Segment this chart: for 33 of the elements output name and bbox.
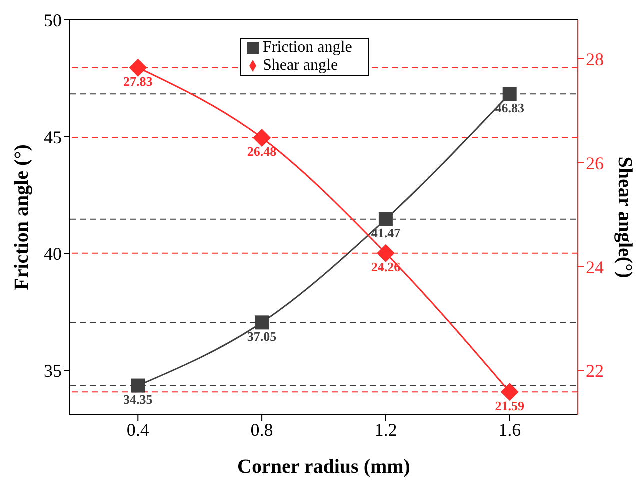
data-label: 21.59	[495, 398, 525, 414]
y2-tick-label: 24	[586, 257, 604, 278]
point	[255, 316, 270, 330]
x-tick-label: 0.4	[126, 420, 150, 440]
y-axis-title: Friction angle (°)	[11, 144, 34, 290]
point	[500, 383, 519, 402]
legend-label: Friction angle	[263, 39, 352, 56]
y2-axis-title: Shear angle(°)	[614, 156, 636, 278]
data-label: 46.83	[495, 100, 525, 116]
x-tick-label: 1.2	[374, 420, 398, 440]
data-label: 24.26	[371, 260, 402, 275]
data-label: 27.83	[124, 74, 154, 90]
point	[129, 58, 148, 77]
y2-tick-label: 22	[586, 361, 604, 382]
point	[376, 244, 395, 262]
point	[378, 212, 393, 226]
y-tick-label: 40	[44, 244, 62, 264]
point	[502, 87, 517, 102]
x-axis-title: Corner radius (mm)	[238, 456, 410, 478]
y-tick-label: 35	[44, 360, 62, 381]
y2-tick-label: 28	[586, 49, 604, 70]
y2-tick-label: 26	[586, 153, 604, 174]
x-tick-label: 0.8	[250, 420, 274, 440]
point	[253, 128, 272, 147]
y-tick-label: 45	[44, 127, 62, 148]
point	[131, 378, 146, 393]
legend-label: Shear angle	[263, 57, 338, 74]
data-label: 26.48	[247, 144, 278, 160]
x-tick-label: 1.6	[498, 420, 522, 440]
y-tick-label: 50	[44, 10, 62, 30]
data-label: 34.35	[124, 392, 154, 408]
data-label: 41.47	[371, 226, 402, 241]
data-label: 37.05	[247, 328, 278, 344]
